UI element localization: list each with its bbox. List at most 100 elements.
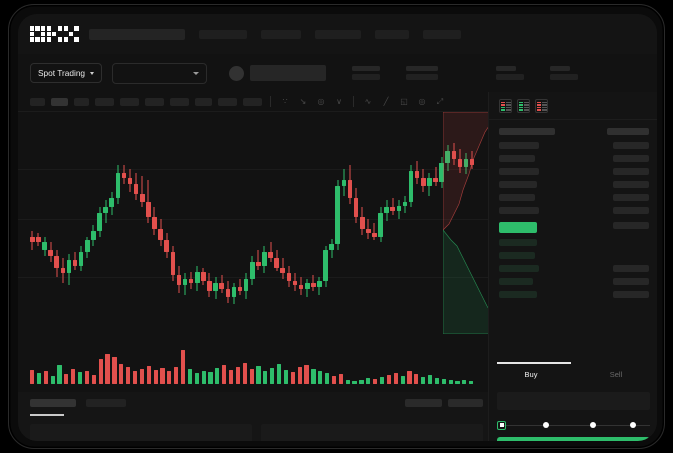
timeframe-button-2[interactable]: [74, 97, 89, 106]
candle-body: [194, 271, 200, 284]
submit-order-button[interactable]: [497, 437, 650, 441]
timeframe-button-7[interactable]: [195, 97, 212, 106]
candle: [146, 112, 151, 334]
trading-mode-button[interactable]: Spot Trading: [30, 63, 103, 83]
candle-body: [164, 240, 169, 253]
timeframe-button-0[interactable]: [30, 97, 45, 106]
orderbook-asks-icon[interactable]: [535, 99, 548, 113]
candle: [60, 112, 66, 334]
candle-body: [225, 288, 231, 297]
orderbook-bid-row[interactable]: [499, 278, 533, 285]
stepper-step-4[interactable]: [630, 422, 636, 428]
candle: [84, 112, 90, 334]
candle-body: [231, 287, 237, 297]
order-stepper[interactable]: [497, 419, 650, 431]
settings-icon[interactable]: ◎: [418, 96, 426, 106]
candle: [359, 112, 365, 334]
candlestick-chart[interactable]: [18, 112, 488, 334]
volume-bar: [386, 375, 391, 384]
bottom-tab-0[interactable]: [30, 399, 76, 407]
volume-bar: [167, 370, 172, 384]
stepper-step-2[interactable]: [543, 422, 549, 428]
depth-chart-svg: [443, 112, 493, 334]
nav-item-2[interactable]: [314, 29, 361, 39]
fullscreen-icon[interactable]: ⤢: [436, 96, 444, 106]
orderbook-both-icon[interactable]: [499, 99, 512, 113]
stepper-step-3[interactable]: [590, 422, 596, 428]
candle-body: [347, 180, 353, 198]
orderbook-ask-row[interactable]: [499, 181, 537, 188]
indicator-icon[interactable]: ∵: [282, 96, 288, 106]
orderbook-ask-row[interactable]: [499, 168, 539, 175]
market-stat-label: [550, 66, 571, 71]
candle: [463, 112, 469, 334]
bottom-tab-1[interactable]: [86, 399, 126, 407]
candle-body: [207, 281, 212, 291]
camera-icon[interactable]: ◱: [400, 96, 408, 106]
volume-bar: [228, 369, 234, 384]
candle: [366, 112, 371, 334]
market-stat-label: [406, 66, 439, 71]
pair-select[interactable]: [112, 62, 208, 84]
chart-type-icon[interactable]: ∨: [336, 96, 342, 106]
ruler-icon[interactable]: ╱: [383, 96, 389, 106]
orderbook-ask-row[interactable]: [499, 207, 539, 214]
candle-body: [249, 261, 255, 280]
orderbook-ask-row[interactable]: [499, 142, 539, 149]
candle: [188, 112, 194, 334]
orderbook-bid-row[interactable]: [499, 239, 537, 246]
candle-wick: [270, 242, 272, 262]
candle-body: [30, 236, 35, 243]
candle-body: [286, 273, 292, 282]
orderbook-ask-row[interactable]: [499, 155, 535, 162]
orderbook-bids-icon[interactable]: [517, 99, 530, 113]
volume-bar: [304, 365, 309, 384]
timeframe-button-9[interactable]: [243, 97, 262, 106]
tab-sell[interactable]: Sell: [609, 370, 623, 379]
chart-gridline: [18, 219, 488, 221]
orderbook-last-price-highlight[interactable]: [499, 222, 537, 233]
volume-bar: [112, 357, 117, 384]
orderbook-bid-row[interactable]: [499, 291, 537, 298]
nav-item-0[interactable]: [198, 29, 247, 39]
orderbook-bid-row[interactable]: [499, 265, 539, 272]
nav-item-4[interactable]: [422, 29, 461, 39]
candle: [347, 112, 353, 334]
timeframe-button-3[interactable]: [95, 97, 114, 106]
candle: [256, 112, 261, 334]
timeframe-button-6[interactable]: [170, 97, 189, 106]
candle: [194, 112, 200, 334]
candle-body: [359, 217, 365, 229]
orderbook-ask-row[interactable]: [499, 194, 535, 201]
volume-bar: [201, 370, 206, 384]
timeframe-button-5[interactable]: [145, 97, 164, 106]
orderbook-bid-row[interactable]: [499, 252, 535, 259]
tab-buy[interactable]: Buy: [524, 370, 538, 379]
global-search-input[interactable]: [88, 28, 185, 40]
candle: [42, 112, 47, 334]
bottom-panel-0: [30, 424, 252, 441]
volume-bar: [270, 367, 275, 384]
candle: [402, 112, 408, 334]
volume-bar: [283, 369, 289, 384]
fibonacci-icon[interactable]: ◎: [317, 96, 325, 106]
order-panel: Buy Sell: [488, 92, 657, 441]
order-book[interactable]: [489, 119, 657, 304]
trend-line-icon[interactable]: ↘: [299, 96, 307, 106]
stepper-step-1[interactable]: [497, 420, 506, 430]
volume-bar: [434, 377, 440, 384]
candle: [219, 112, 224, 334]
candle: [445, 112, 451, 334]
timeframe-button-4[interactable]: [120, 97, 139, 106]
bottom-action-0[interactable]: [405, 399, 442, 407]
nav-item-3[interactable]: [374, 29, 409, 39]
timeframe-button-1[interactable]: [51, 97, 68, 106]
order-field-0[interactable]: [497, 392, 650, 410]
bottom-action-1[interactable]: [448, 399, 483, 407]
okx-logo[interactable]: [30, 26, 79, 42]
candle-wick: [392, 197, 394, 216]
volume-bar: [64, 374, 69, 384]
timeframe-button-8[interactable]: [218, 97, 237, 106]
nav-item-1[interactable]: [260, 29, 301, 39]
wave-icon[interactable]: ∿: [364, 96, 372, 106]
